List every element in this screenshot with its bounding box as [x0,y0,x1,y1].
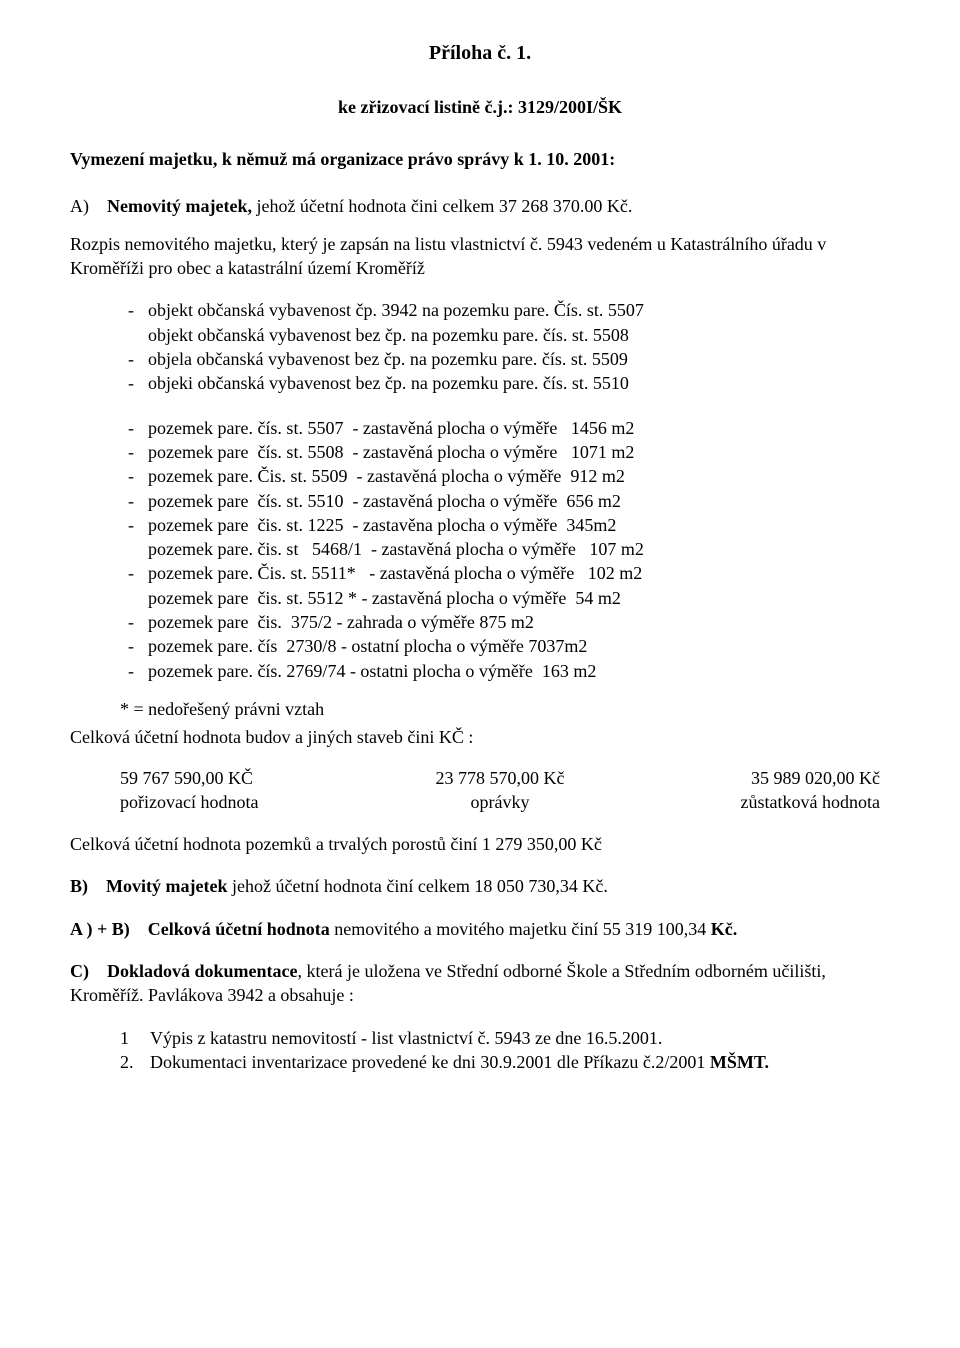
list-item: -pozemek pare. čís 2730/8 - ostatní ploc… [128,634,890,658]
dash: - [128,513,148,537]
section-a-heading: A) Nemovitý majetek, jehož účetní hodnot… [70,194,890,218]
list-item: 2. Dokumentaci inventarizace provedené k… [120,1050,890,1074]
section-ab-label: A ) + B) [70,919,130,939]
total-residual-value: 35 989 020,00 Kč [644,766,880,790]
section-ab-rest-b: Kč. [711,919,738,939]
definition-heading: Vymezení majetku, k němuž má organizace … [70,147,890,171]
list-item: -pozemek pare čis. 375/2 - zahrada o vým… [128,610,890,634]
dash: - [128,634,148,658]
section-b-rest: jehož účetní hodnota činí celkem 18 050 … [232,876,608,896]
dash: - [128,298,148,322]
section-ab-rest-a: nemovitého a movitého majetku činí 55 31… [334,919,710,939]
parcels-list: -pozemek pare. čís. st. 5507 - zastavěná… [128,416,890,683]
section-a-label: A) [70,196,89,216]
rozpis-text: Rozpis nemovitého majetku, který je zaps… [70,232,890,281]
list-text: objeki občanská vybavenost bez čp. na po… [148,371,890,395]
dash: - [128,416,148,440]
list-text: pozemek pare. čís. st. 5507 - zastavěná … [148,416,890,440]
list-text: pozemek pare čis. st. 1225 - zastavěna p… [148,513,890,537]
dash: - [128,440,148,464]
list-text: pozemek pare čis. st. 5512 * - zastavěná… [148,586,890,610]
section-b-line: B) Movitý majetek jehož účetní hodnota č… [70,874,890,898]
list-item: -pozemek pare čís. st. 5508 - zastavěná … [128,440,890,464]
list-item: -objela občanská vybavenost bez čp. na p… [128,347,890,371]
total-buildings-label: Celková účetní hodnota budov a jiných st… [70,725,890,749]
total-depreciation-value: 23 778 570,00 Kč [382,766,618,790]
section-c-lead: Dokladová dokumentace [107,961,298,981]
list-item: -objeki občanská vybavenost bez čp. na p… [128,371,890,395]
dash: - [128,464,148,488]
dash: - [128,659,148,683]
section-a-lead: Nemovitý majetek, [107,196,256,216]
section-c-line: C) Dokladová dokumentace, která je ulože… [70,959,890,1008]
list-text: pozemek pare. Čis. st. 5509 - zastavěná … [148,464,890,488]
objects-list: -objekt občanská vybavenost čp. 3942 na … [128,298,890,395]
list-item: pozemek pare čis. st. 5512 * - zastavěná… [128,586,890,610]
list-item: pozemek pare. čis. st 5468/1 - zastavěná… [128,537,890,561]
list-item: -pozemek pare. čís. st. 5507 - zastavěná… [128,416,890,440]
section-c-label: C) [70,961,89,981]
list-item: -pozemek pare čís. st. 5510 - zastavěná … [128,489,890,513]
list-item: 1 Výpis z katastru nemovitostí - list vl… [120,1026,890,1050]
dash: - [128,347,148,371]
list-text: pozemek pare. čís 2730/8 - ostatní ploch… [148,634,890,658]
item-number: 1 [120,1026,150,1050]
section-c-list: 1 Výpis z katastru nemovitostí - list vl… [120,1026,890,1075]
list-text: objela občanská vybavenost bez čp. na po… [148,347,890,371]
list-text: pozemek pare. Čis. st. 5511* - zastavěná… [148,561,890,585]
footnote: * = nedořešený právni vztah [120,697,890,721]
dash: - [128,610,148,634]
subtitle: ke zřizovací listině č.j.: 3129/200I/ŠK [70,95,890,119]
section-b-label: B) [70,876,88,896]
list-item: -pozemek pare. čís. 2769/74 - ostatni pl… [128,659,890,683]
list-text: objekt občanská vybavenost čp. 3942 na p… [148,298,890,322]
total-depreciation-label: oprávky [382,790,618,814]
dash: - [128,489,148,513]
section-b-lead: Movitý majetek [106,876,232,896]
total-acquisition-label: pořizovací hodnota [120,790,356,814]
section-ab-line: A ) + B) Celková účetní hodnota nemovité… [70,917,890,941]
section-a-rest: jehož účetní hodnota čini celkem 37 268 … [256,196,632,216]
total-land-line: Celková účetní hodnota pozemků a trvalýc… [70,832,890,856]
list-item: -objekt občanská vybavenost čp. 3942 na … [128,298,890,322]
list-text: Dokumentaci inventarizace provedené ke d… [150,1050,890,1074]
list-text: pozemek pare čís. st. 5510 - zastavěná p… [148,489,890,513]
list-text: pozemek pare čís. st. 5508 - zastavěná p… [148,440,890,464]
dash: - [128,371,148,395]
page-title: Příloha č. 1. [70,40,890,67]
list-text: pozemek pare. čis. st 5468/1 - zastavěná… [148,537,890,561]
list-item: -pozemek pare. Čis. st. 5511* - zastavěn… [128,561,890,585]
list-text: pozemek pare. čís. 2769/74 - ostatni plo… [148,659,890,683]
dash: - [128,561,148,585]
list-item: objekt občanská vybavenost bez čp. na po… [128,323,890,347]
totals-row: 59 767 590,00 KČ pořizovací hodnota 23 7… [120,766,880,815]
section-ab-lead: Celková účetní hodnota [148,919,335,939]
item-number: 2. [120,1050,150,1074]
list-text: Výpis z katastru nemovitostí - list vlas… [150,1026,890,1050]
list-item: -pozemek pare čis. st. 1225 - zastavěna … [128,513,890,537]
list-item: -pozemek pare. Čis. st. 5509 - zastavěná… [128,464,890,488]
total-residual-label: zůstatková hodnota [644,790,880,814]
list-text: objekt občanská vybavenost bez čp. na po… [148,323,890,347]
list-text: pozemek pare čis. 375/2 - zahrada o výmě… [148,610,890,634]
total-acquisition-value: 59 767 590,00 KČ [120,766,356,790]
